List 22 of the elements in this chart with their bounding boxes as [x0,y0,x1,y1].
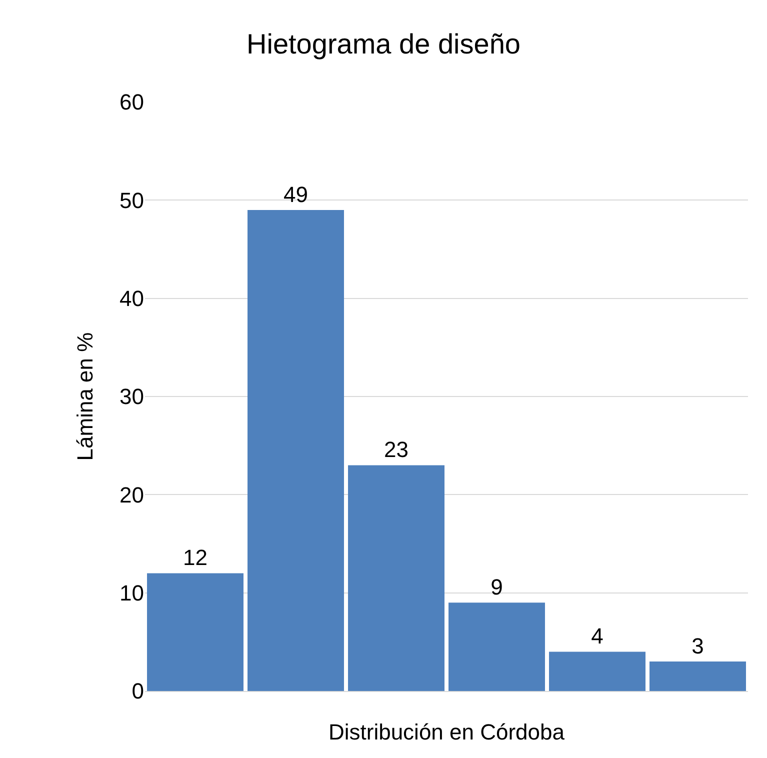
x-axis-title: Distribución en Córdoba [328,719,566,744]
data-label: 3 [692,634,704,659]
y-tick-label: 40 [120,286,144,312]
data-label: 12 [183,545,208,570]
y-tick-label: 20 [120,482,144,508]
y-tick-label: 0 [132,678,144,704]
data-label: 23 [384,437,408,462]
y-tick-label: 10 [120,580,144,606]
bar [348,465,444,691]
bar [650,662,746,691]
data-label: 49 [284,182,308,207]
y-tick-label: 60 [120,90,144,115]
bar [448,602,545,691]
y-tick-label: 30 [120,384,144,410]
y-axis-title: Lámina en % [72,332,98,461]
y-tick-label: 50 [120,188,144,213]
data-label: 4 [591,624,604,649]
bar [549,652,646,691]
bar [147,573,244,691]
data-label: 9 [490,574,503,600]
bar [248,210,344,691]
chart-title: Hietograma de diseño [246,28,520,60]
